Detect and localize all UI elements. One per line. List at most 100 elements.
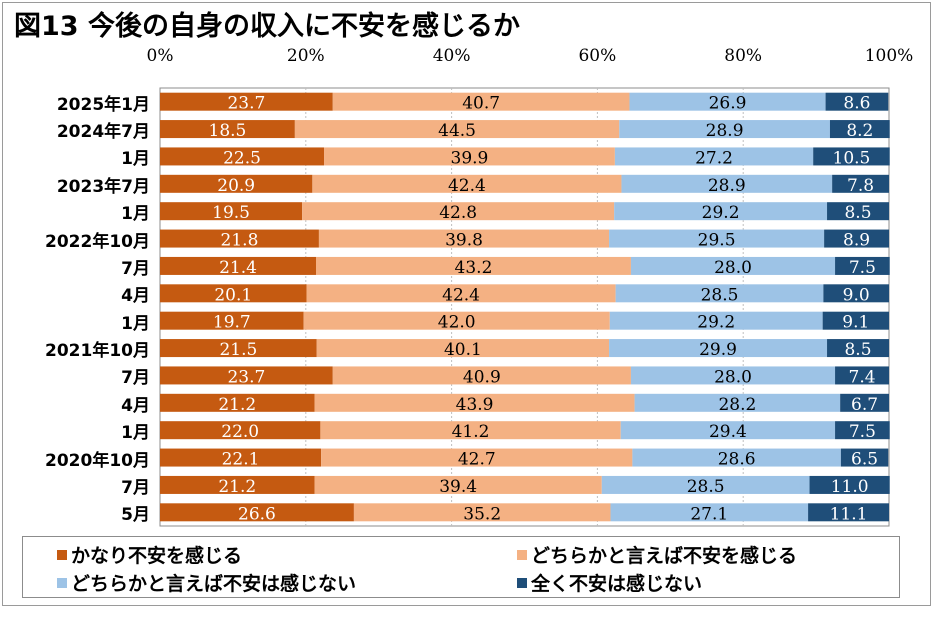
bar-segment [632, 448, 841, 467]
data-label: 8.6 [843, 94, 870, 114]
data-label: 6.7 [851, 395, 878, 415]
chart-title: 図13 今後の自身の収入に不安を感じるか [14, 11, 520, 42]
bar-segment [629, 92, 826, 111]
bar-segment [312, 174, 622, 193]
data-label: 29.9 [699, 340, 737, 360]
bar-segment [160, 448, 322, 467]
data-label: 11.0 [831, 477, 869, 497]
bar-segment [294, 120, 620, 139]
data-label: 23.7 [227, 367, 265, 387]
y-category-label: 2022年10月 [45, 231, 150, 252]
x-tick-label: 20% [286, 46, 325, 66]
data-label: 29.4 [709, 422, 747, 442]
data-label: 8.2 [846, 121, 873, 141]
bar-segment [316, 256, 631, 275]
data-label: 7.8 [847, 176, 874, 196]
bar-segment [822, 311, 889, 330]
y-category-label: 1月 [121, 313, 150, 334]
bar-segment [832, 174, 889, 193]
bar-segment [321, 448, 633, 467]
data-label: 39.9 [451, 148, 489, 168]
data-label: 40.1 [444, 340, 482, 360]
y-category-label: 1月 [121, 423, 150, 444]
data-label: 39.8 [445, 231, 483, 251]
bar-segment [160, 147, 325, 166]
legend-item: どちらかと言えば不安を感じる [517, 541, 797, 568]
data-label: 42.4 [448, 176, 486, 196]
bar-segment [825, 92, 889, 111]
data-label: 21.2 [218, 395, 256, 415]
bar-segment [609, 339, 828, 358]
data-label: 39.4 [439, 477, 477, 497]
data-label: 28.5 [687, 477, 725, 497]
bar-segment [353, 503, 611, 522]
y-category-label: 4月 [121, 395, 150, 416]
bar-segment [160, 284, 307, 303]
data-label: 27.1 [690, 504, 728, 524]
data-label: 8.5 [844, 340, 871, 360]
bar-segment [314, 393, 635, 412]
y-category-label: 4月 [121, 286, 150, 307]
bar-segment [332, 366, 631, 385]
legend-swatch [57, 577, 67, 588]
bar-segment [630, 256, 836, 275]
y-category-label: 7月 [121, 368, 150, 389]
x-tick-label: 60% [578, 46, 617, 66]
bar-segment [829, 120, 890, 139]
data-label: 19.7 [213, 313, 251, 333]
bar-segment [835, 256, 890, 275]
data-label: 29.2 [697, 313, 735, 333]
legend: かなり不安を感じる どちらかと言えば不安を感じる どちらかと言えば不安は感じない 全く… [22, 536, 900, 598]
bar-segment [824, 229, 889, 248]
y-category-label: 5月 [121, 505, 150, 526]
y-category-label: 2025年1月 [56, 94, 150, 115]
data-label: 27.2 [695, 148, 733, 168]
data-label: 42.4 [442, 285, 480, 305]
bar-segment [160, 120, 295, 139]
bar-segment [835, 366, 889, 385]
data-label: 9.0 [843, 285, 870, 305]
legend-swatch [517, 549, 527, 560]
data-label: 28.9 [706, 121, 744, 141]
bar-segment [324, 147, 615, 166]
bar-segment [610, 503, 809, 522]
data-label: 8.9 [843, 231, 870, 251]
bar-segment [609, 311, 823, 330]
data-label: 29.2 [702, 203, 740, 223]
x-tick-label: 0% [146, 46, 174, 66]
y-category-label: 2024年7月 [56, 122, 150, 143]
bar-segment [160, 174, 313, 193]
data-label: 40.7 [462, 94, 500, 114]
bar-segment [332, 92, 630, 111]
data-label: 28.2 [718, 395, 756, 415]
data-label: 44.5 [438, 121, 476, 141]
data-label: 22.0 [221, 422, 259, 442]
y-category-label: 2023年7月 [56, 176, 150, 197]
y-category-label: 1月 [121, 149, 150, 170]
y-category-label: 2021年10月 [45, 341, 150, 362]
bar-segment [840, 448, 889, 467]
y-category-label: 2020年10月 [45, 450, 150, 471]
legend-swatch [517, 577, 527, 588]
legend-item: かなり不安を感じる [57, 541, 242, 568]
bar-segment [160, 421, 321, 440]
data-label: 8.5 [844, 203, 871, 223]
data-label: 43.9 [456, 395, 494, 415]
bar-segment [318, 229, 610, 248]
legend-swatch [57, 549, 67, 560]
legend-item: どちらかと言えば不安は感じない [57, 569, 356, 596]
data-label: 21.5 [219, 340, 257, 360]
data-label: 21.8 [221, 231, 259, 251]
data-label: 22.5 [223, 148, 261, 168]
data-label: 11.1 [830, 504, 868, 524]
bar-segment [314, 475, 602, 494]
data-label: 42.8 [439, 203, 477, 223]
legend-label: かなり不安を感じる [71, 545, 243, 567]
legend-label: どちらかと言えば不安は感じない [71, 573, 357, 595]
bar-segment [619, 120, 830, 139]
bar-segment [160, 503, 354, 522]
bar-segment [813, 147, 890, 166]
data-label: 21.4 [219, 258, 257, 278]
bar-segment [615, 284, 824, 303]
data-label: 42.0 [438, 313, 476, 333]
